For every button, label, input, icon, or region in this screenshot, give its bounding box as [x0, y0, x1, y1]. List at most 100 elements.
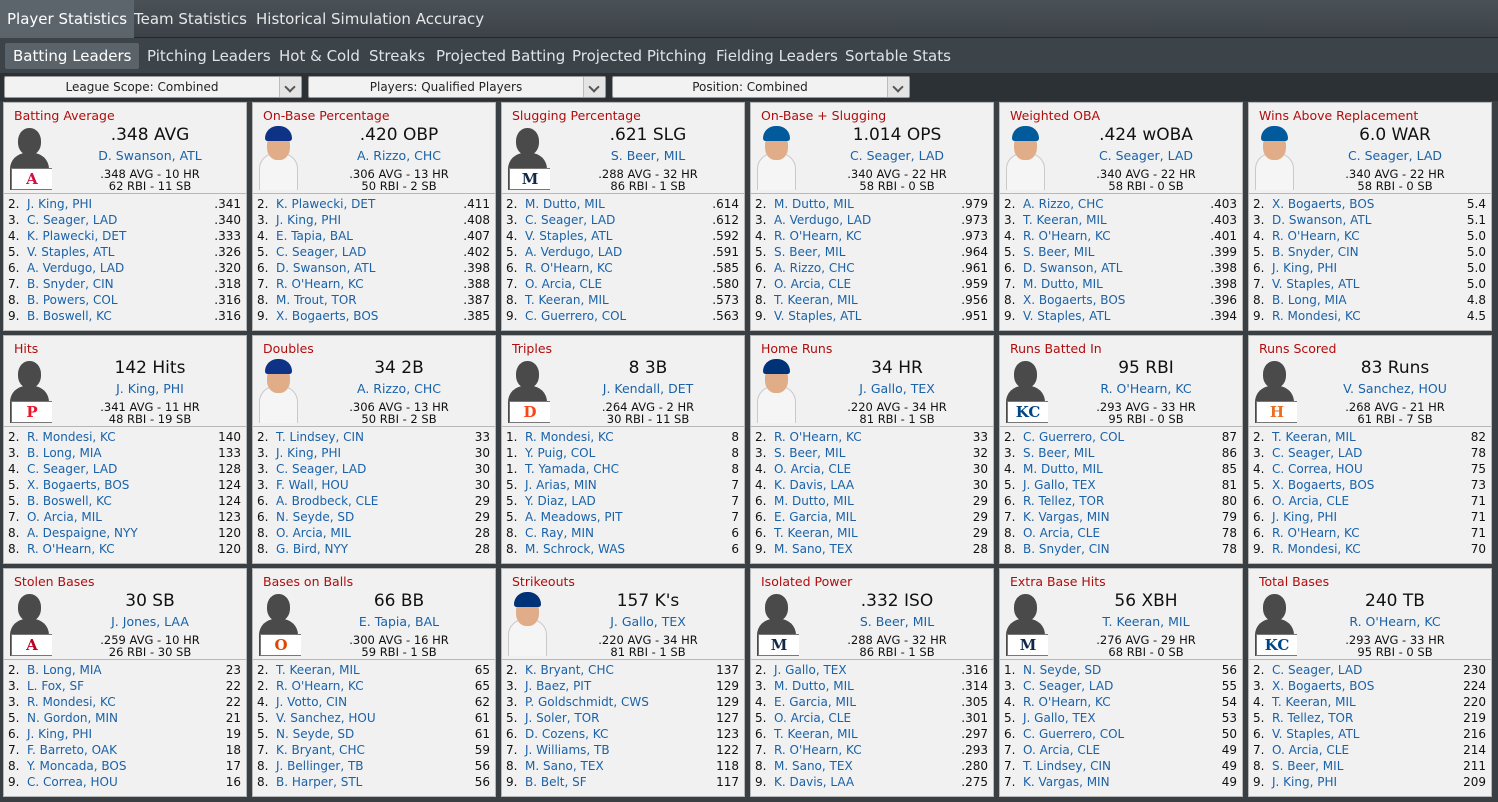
- player-name-link[interactable]: A. Verdugo, LAD: [774, 213, 872, 227]
- leader-name-link[interactable]: J. Jones, LAA: [111, 614, 189, 629]
- player-name-link[interactable]: D. Cozens, KC: [525, 727, 609, 741]
- player-name-link[interactable]: R. Mondesi, KC: [525, 430, 614, 444]
- player-name-link[interactable]: A. Rizzo, CHC: [774, 261, 855, 275]
- player-name-link[interactable]: R. O'Hearn, KC: [1272, 229, 1360, 243]
- player-name-link[interactable]: S. Beer, MIL: [774, 245, 846, 259]
- leader-name-link[interactable]: R. O'Hearn, KC: [1100, 381, 1192, 396]
- player-name-link[interactable]: T. Lindsey, CIN: [1023, 759, 1112, 773]
- player-name-link[interactable]: J. King, PHI: [27, 197, 93, 211]
- subtab-streaks[interactable]: Streaks: [369, 47, 426, 65]
- player-name-link[interactable]: B. Long, MIA: [27, 663, 102, 677]
- player-name-link[interactable]: S. Beer, MIL: [1023, 446, 1095, 460]
- leader-name-link[interactable]: E. Tapia, BAL: [358, 614, 440, 629]
- player-name-link[interactable]: R. O'Hearn, KC: [1272, 526, 1360, 540]
- player-name-link[interactable]: M. Trout, TOR: [276, 293, 357, 307]
- player-name-link[interactable]: R. Mondesi, KC: [1272, 542, 1361, 556]
- player-name-link[interactable]: B. Snyder, CIN: [1272, 245, 1359, 259]
- player-name-link[interactable]: A. Verdugo, LAD: [27, 261, 125, 275]
- player-name-link[interactable]: C. Correa, HOU: [1272, 462, 1363, 476]
- players-dropdown[interactable]: Players: Qualified Players: [308, 76, 606, 98]
- leader-name-link[interactable]: A. Rizzo, CHC: [356, 381, 441, 396]
- player-photo[interactable]: H: [1252, 359, 1297, 423]
- player-photo[interactable]: A: [7, 126, 52, 190]
- player-name-link[interactable]: B. Belt, SF: [525, 775, 587, 789]
- player-name-link[interactable]: A. Rizzo, CHC: [1023, 197, 1104, 211]
- player-name-link[interactable]: B. Boswell, KC: [27, 494, 112, 508]
- player-name-link[interactable]: J. King, PHI: [276, 446, 342, 460]
- player-name-link[interactable]: C. Seager, LAD: [525, 213, 616, 227]
- player-name-link[interactable]: J. King, PHI: [1272, 510, 1338, 524]
- leader-name-link[interactable]: T. Keeran, MIL: [1102, 614, 1190, 629]
- player-photo[interactable]: O: [256, 592, 301, 656]
- player-name-link[interactable]: V. Sanchez, HOU: [276, 711, 376, 725]
- player-name-link[interactable]: V. Staples, ATL: [1272, 727, 1360, 741]
- player-name-link[interactable]: O. Arcia, MIL: [276, 526, 351, 540]
- player-name-link[interactable]: J. King, PHI: [276, 213, 342, 227]
- player-name-link[interactable]: V. Staples, ATL: [1023, 309, 1111, 323]
- player-name-link[interactable]: M. Sano, TEX: [774, 542, 853, 556]
- player-name-link[interactable]: E. Tapia, BAL: [276, 229, 353, 243]
- player-photo[interactable]: A: [7, 592, 52, 656]
- player-name-link[interactable]: M. Schrock, WAS: [525, 542, 626, 556]
- leader-name-link[interactable]: C. Seager, LAD: [1347, 148, 1443, 163]
- player-name-link[interactable]: J. Arias, MIN: [525, 478, 597, 492]
- player-photo[interactable]: M: [1003, 592, 1048, 656]
- player-name-link[interactable]: T. Keeran, MIL: [1272, 430, 1356, 444]
- player-name-link[interactable]: K. Davis, LAA: [774, 775, 855, 789]
- player-name-link[interactable]: O. Arcia, CLE: [1023, 743, 1101, 757]
- player-name-link[interactable]: T. Keeran, MIL: [774, 727, 858, 741]
- player-name-link[interactable]: R. O'Hearn, KC: [525, 261, 613, 275]
- player-name-link[interactable]: J. Baez, PIT: [525, 679, 592, 693]
- player-name-link[interactable]: K. Plawecki, DET: [27, 229, 127, 243]
- player-name-link[interactable]: X. Bogaerts, BOS: [27, 478, 130, 492]
- player-name-link[interactable]: F. Barreto, OAK: [27, 743, 117, 757]
- player-name-link[interactable]: S. Beer, MIL: [774, 446, 846, 460]
- leader-name-link[interactable]: C. Seager, LAD: [1098, 148, 1194, 163]
- player-name-link[interactable]: K. Davis, LAA: [774, 478, 855, 492]
- player-photo[interactable]: [256, 126, 301, 190]
- player-name-link[interactable]: O. Arcia, CLE: [525, 277, 603, 291]
- leader-name-link[interactable]: R. O'Hearn, KC: [1349, 614, 1441, 629]
- player-name-link[interactable]: J. Soler, TOR: [525, 711, 600, 725]
- leader-name-link[interactable]: J. Kendall, DET: [602, 381, 694, 396]
- player-name-link[interactable]: J. King, PHI: [1272, 775, 1338, 789]
- player-photo[interactable]: [1003, 126, 1048, 190]
- player-name-link[interactable]: O. Arcia, CLE: [1272, 743, 1350, 757]
- player-name-link[interactable]: C. Seager, LAD: [1272, 446, 1363, 460]
- tab-team-statistics[interactable]: Team Statistics: [134, 10, 247, 28]
- subtab-sortable-stats[interactable]: Sortable Stats: [845, 47, 951, 65]
- player-name-link[interactable]: R. O'Hearn, KC: [774, 430, 862, 444]
- subtab-fielding-leaders[interactable]: Fielding Leaders: [716, 47, 838, 65]
- player-name-link[interactable]: M. Dutto, MIL: [774, 494, 854, 508]
- player-name-link[interactable]: J. Votto, CIN: [276, 695, 348, 709]
- player-name-link[interactable]: O. Arcia, MIL: [27, 510, 102, 524]
- player-name-link[interactable]: D. Swanson, ATL: [276, 261, 376, 275]
- player-name-link[interactable]: R. Tellez, TOR: [1272, 711, 1354, 725]
- subtab-batting-leaders[interactable]: Batting Leaders: [5, 43, 140, 69]
- leader-name-link[interactable]: J. Gallo, TEX: [859, 381, 935, 396]
- player-name-link[interactable]: C. Ray, MIN: [525, 526, 595, 540]
- player-name-link[interactable]: X. Bogaerts, BOS: [1272, 679, 1375, 693]
- player-name-link[interactable]: M. Dutto, MIL: [1023, 277, 1103, 291]
- player-name-link[interactable]: C. Guerrero, COL: [1023, 430, 1125, 444]
- player-name-link[interactable]: X. Bogaerts, BOS: [1272, 197, 1375, 211]
- player-name-link[interactable]: T. Keeran, MIL: [276, 663, 360, 677]
- player-name-link[interactable]: K. Vargas, MIN: [1023, 775, 1110, 789]
- player-name-link[interactable]: R. O'Hearn, KC: [276, 277, 364, 291]
- player-name-link[interactable]: V. Staples, ATL: [774, 309, 862, 323]
- leader-name-link[interactable]: J. King, PHI: [116, 381, 184, 396]
- player-name-link[interactable]: S. Beer, MIL: [1023, 245, 1095, 259]
- player-name-link[interactable]: M. Dutto, MIL: [525, 197, 605, 211]
- player-name-link[interactable]: R. O'Hearn, KC: [27, 542, 115, 556]
- player-name-link[interactable]: O. Arcia, CLE: [774, 277, 852, 291]
- player-name-link[interactable]: B. Harper, STL: [276, 775, 363, 789]
- tab-player-statistics[interactable]: Player Statistics: [0, 0, 135, 38]
- player-photo[interactable]: KC: [1252, 592, 1297, 656]
- leader-name-link[interactable]: D. Swanson, ATL: [98, 148, 202, 163]
- player-name-link[interactable]: E. Garcia, MIL: [774, 695, 857, 709]
- player-photo[interactable]: [256, 359, 301, 423]
- player-name-link[interactable]: O. Arcia, CLE: [774, 711, 852, 725]
- player-name-link[interactable]: K. Bryant, CHC: [525, 663, 614, 677]
- leader-name-link[interactable]: S. Beer, MIL: [610, 148, 686, 163]
- player-name-link[interactable]: S. Beer, MIL: [1272, 759, 1344, 773]
